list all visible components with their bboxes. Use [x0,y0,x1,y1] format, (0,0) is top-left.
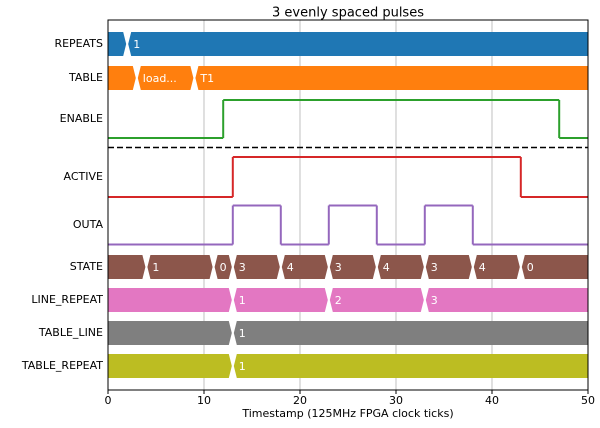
bus-value: 1 [239,360,246,373]
bus-value: T1 [199,72,214,85]
bus-segment [108,255,146,279]
bus-value: 1 [152,261,159,274]
chart-title: 3 evenly spaced pulses [272,6,424,21]
bus-value: 0 [527,261,534,274]
bus-segment [108,288,232,312]
bus-value: 4 [383,261,390,274]
bus-value: 0 [220,261,227,274]
bus-segment [233,354,588,378]
bus-segment [377,255,424,279]
bus-segment [214,255,232,279]
x-axis-label: Timestamp (125MHz FPGA clock ticks) [241,407,453,420]
bus-segment [521,255,588,279]
bus-value: 4 [479,261,486,274]
bus-segment [195,66,588,90]
row-label: TABLE_LINE [38,326,103,339]
row-label: TABLE_REPEAT [21,359,103,372]
bus-segment [233,255,280,279]
x-tick-label: 10 [197,394,211,407]
row-label: ACTIVE [64,170,104,183]
bus-segment [425,255,472,279]
bus-segment [128,32,588,56]
bus-segment [329,288,424,312]
row-label: OUTA [73,218,104,231]
plot-frame [107,19,589,391]
row-label: LINE_REPEAT [31,293,103,306]
row-label: STATE [70,260,103,273]
bus-segment [147,255,213,279]
bus-segment [108,66,136,90]
bus-segment [473,255,520,279]
row-label: TABLE [68,71,103,84]
bus-segment [108,354,232,378]
x-tick-label: 0 [105,394,112,407]
bus-segment [233,321,588,345]
bus-segment [233,288,328,312]
row-label: ENABLE [60,112,103,125]
x-tick-label: 30 [389,394,403,407]
bus-segment [137,66,194,90]
bus-value: 3 [431,261,438,274]
bus-segment [425,288,588,312]
x-tick-label: 20 [293,394,307,407]
bus-value: 1 [133,38,140,51]
bus-segment [108,32,127,56]
bus-value: 3 [239,261,246,274]
bus-value: 1 [239,327,246,340]
bus-value: 4 [287,261,294,274]
bus-value: 2 [335,294,342,307]
row-label: REPEATS [54,37,103,50]
bus-value: load... [143,72,177,85]
bus-value: 1 [239,294,246,307]
bus-value: 3 [335,261,342,274]
bus-value: 3 [431,294,438,307]
x-tick-label: 50 [581,394,595,407]
x-tick-label: 40 [485,394,499,407]
bus-segment [329,255,376,279]
bus-segment [108,321,232,345]
bus-segment [281,255,328,279]
